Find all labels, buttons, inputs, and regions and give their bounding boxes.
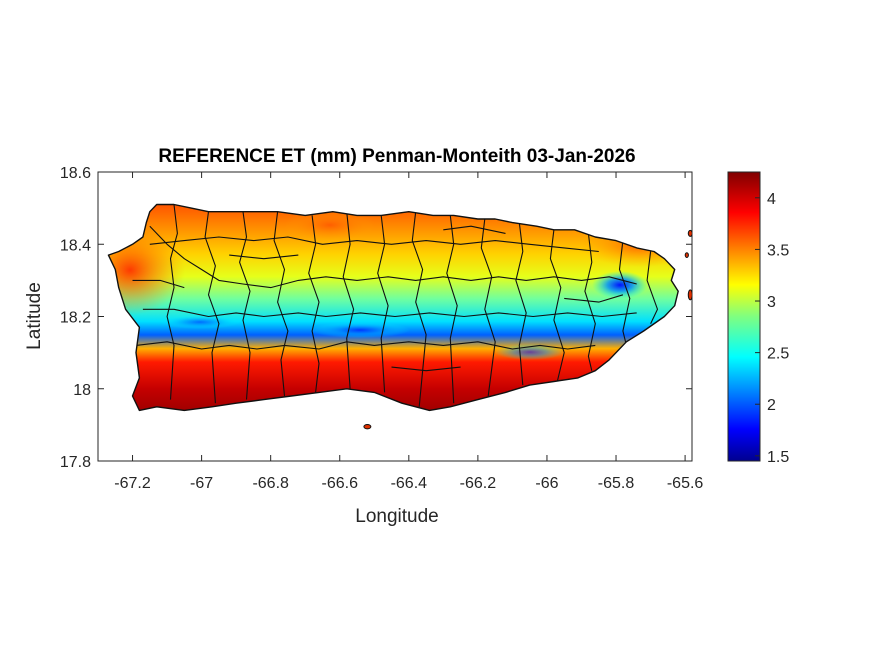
municipal-boundary — [142, 308, 637, 318]
x-tick-label: -66.4 — [391, 475, 428, 492]
x-tick-label: -65.8 — [598, 475, 635, 492]
colorbar-tick-label: 2 — [767, 397, 776, 414]
y-tick-label: 18.4 — [60, 237, 91, 254]
x-tick-label: -66.6 — [322, 475, 359, 492]
coastline — [107, 203, 679, 412]
colorbar-tick-label: 4 — [767, 191, 776, 208]
municipal-boundary — [618, 240, 631, 346]
x-tick-label: -66.8 — [252, 475, 289, 492]
municipal-boundary — [584, 233, 596, 371]
chart-title: REFERENCE ET (mm) Penman-Monteith 03-Jan… — [158, 146, 635, 167]
colorbar-tick-label: 2.5 — [767, 346, 789, 363]
y-axis: 17.8 18 18.2 18.4 18.6 — [60, 165, 692, 471]
municipal-boundary — [229, 254, 299, 260]
municipal-boundary — [342, 211, 355, 389]
municipal-boundary — [166, 204, 178, 400]
y-tick-label: 17.8 — [60, 454, 91, 471]
x-tick-label: -67 — [190, 475, 213, 492]
municipal-boundary — [135, 341, 596, 350]
municipal-boundary — [391, 366, 461, 372]
colorbar — [727, 171, 761, 462]
municipal-boundary — [515, 222, 527, 386]
colorbar-tick-label: 1.5 — [767, 449, 789, 466]
islet — [687, 229, 692, 237]
islet — [687, 289, 692, 301]
y-tick-label: 18.2 — [60, 310, 91, 327]
municipal-boundary — [480, 218, 496, 397]
municipal-boundary — [377, 215, 389, 393]
municipal-boundary — [564, 294, 624, 303]
x-tick-label: -66.2 — [460, 475, 497, 492]
municipal-boundary — [308, 215, 320, 393]
x-axis: -67.2 -67 -66.8 -66.6 -66.4 -66.2 -66 -65.8 -65.… — [114, 172, 703, 492]
municipal-boundary — [646, 251, 659, 324]
municipal-boundary — [446, 215, 458, 404]
municipal-boundaries — [132, 204, 659, 407]
municipal-boundary — [132, 279, 185, 289]
municipal-boundary — [149, 236, 599, 253]
municipal-boundary — [239, 211, 251, 400]
x-axis-label: Longitude — [355, 506, 438, 527]
municipal-boundary — [443, 225, 506, 234]
municipal-boundary — [273, 211, 289, 397]
y-axis-label: Latitude — [24, 282, 45, 350]
x-tick-label: -67.2 — [114, 475, 151, 492]
municipal-boundary — [549, 229, 565, 382]
colorbar-tick-label: 3 — [767, 294, 776, 311]
x-tick-label: -65.6 — [667, 475, 704, 492]
municipal-boundary — [204, 211, 220, 404]
colorbar-ticks: 1.5 2 2.5 3 3.5 4 — [755, 191, 789, 466]
islet — [684, 252, 689, 258]
small-islands — [363, 229, 692, 430]
municipal-boundary — [411, 211, 427, 407]
x-tick-label: -66 — [535, 475, 558, 492]
islet — [363, 423, 372, 430]
y-tick-label: 18.6 — [60, 165, 91, 182]
y-tick-label: 18 — [73, 382, 91, 399]
municipal-boundary — [149, 225, 637, 289]
colorbar-tick-label: 3.5 — [767, 242, 789, 259]
